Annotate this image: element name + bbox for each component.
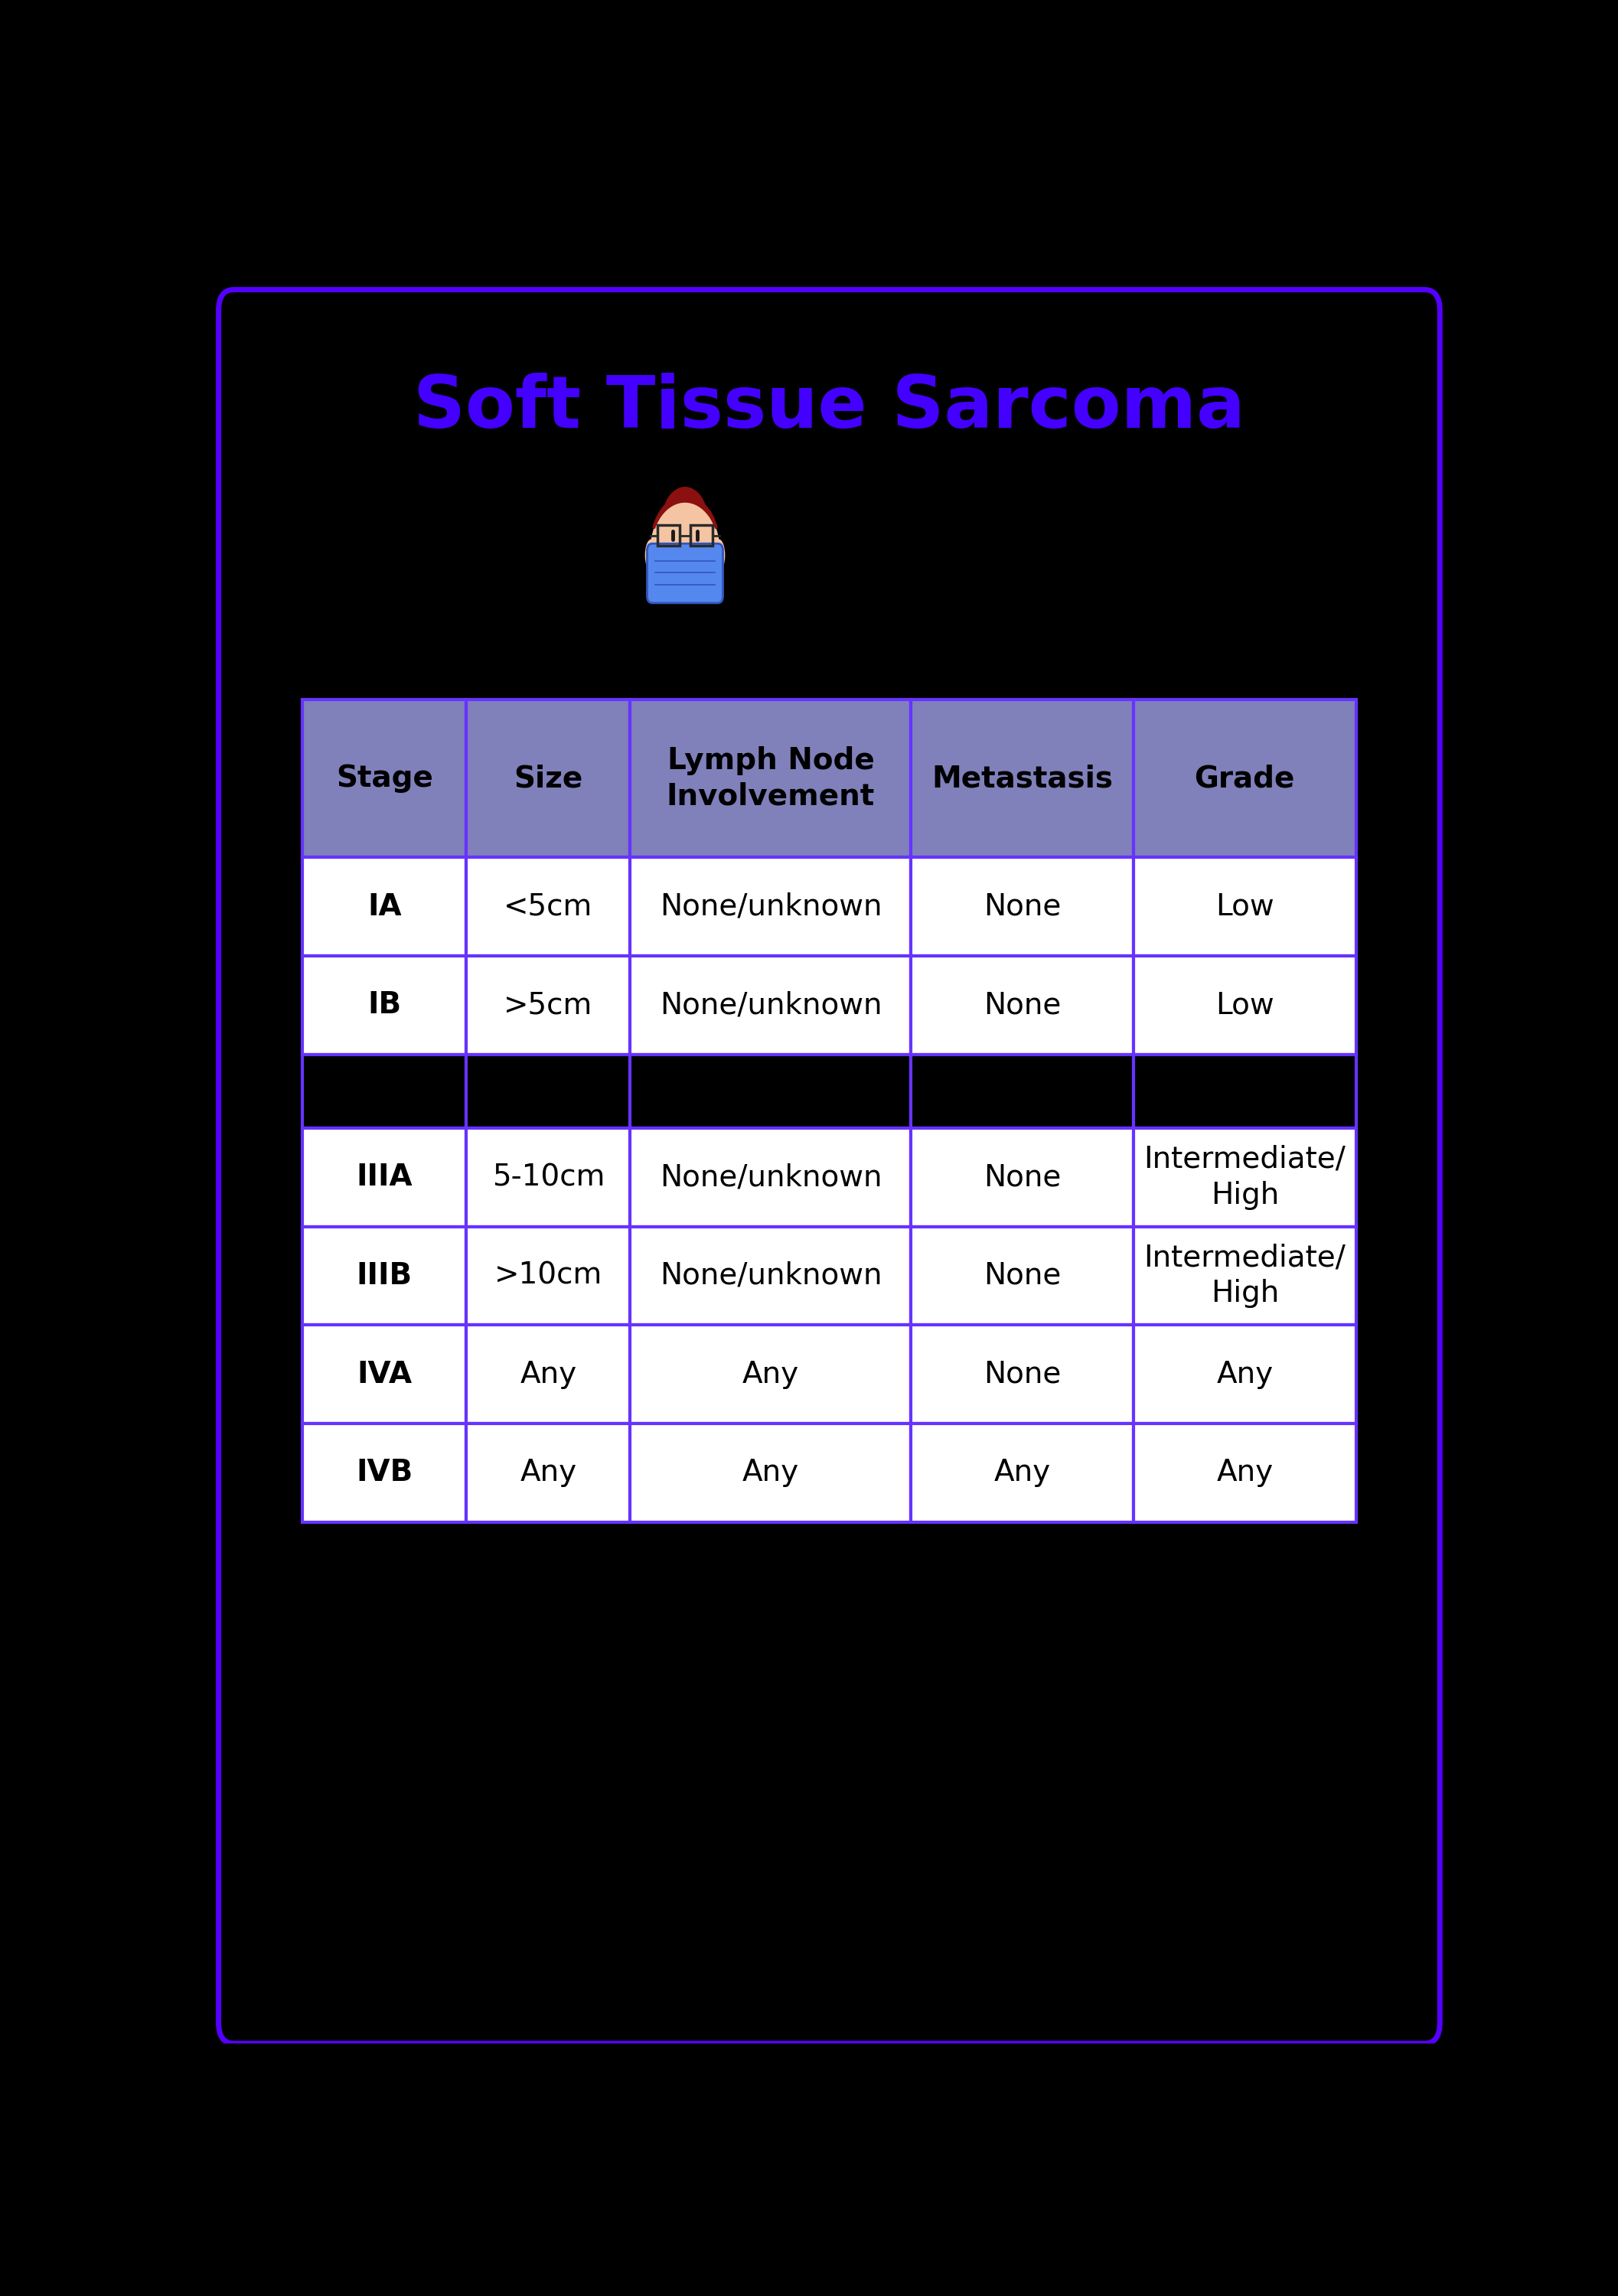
Bar [631, 1054, 911, 1127]
Text: Grade: Grade [1194, 765, 1294, 792]
Text: None/unknown: None/unknown [660, 893, 882, 921]
Bar [911, 1127, 1134, 1226]
Text: IIIB: IIIB [356, 1261, 413, 1290]
Bar [303, 1127, 466, 1226]
Bar [631, 856, 911, 955]
Text: Stage: Stage [337, 765, 434, 792]
Text: >5cm: >5cm [503, 990, 592, 1019]
Bar [466, 955, 631, 1054]
Bar [911, 1054, 1134, 1127]
Text: IVB: IVB [356, 1458, 413, 1488]
Text: <5cm: <5cm [503, 893, 592, 921]
Bar [631, 955, 911, 1054]
Text: Any: Any [993, 1458, 1050, 1488]
Bar [303, 1054, 466, 1127]
Text: IB: IB [367, 990, 401, 1019]
Bar [466, 1054, 631, 1127]
Text: Intermediate/
High: Intermediate/ High [1144, 1146, 1346, 1210]
Text: Size: Size [515, 765, 582, 792]
Bar [631, 1127, 911, 1226]
Text: 5-10cm: 5-10cm [492, 1162, 605, 1192]
Bar [911, 1226, 1134, 1325]
Bar [466, 700, 631, 856]
Bar [1134, 1325, 1356, 1424]
FancyBboxPatch shape [218, 289, 1440, 2043]
Bar [466, 1226, 631, 1325]
Bar [303, 856, 466, 955]
Text: None/unknown: None/unknown [660, 1261, 882, 1290]
Text: Metastasis: Metastasis [932, 765, 1113, 792]
Text: Any: Any [519, 1458, 576, 1488]
Text: Intermediate/
High: Intermediate/ High [1144, 1242, 1346, 1309]
Text: None: None [984, 990, 1061, 1019]
Bar [631, 700, 911, 856]
Circle shape [652, 503, 718, 597]
Text: None: None [984, 1359, 1061, 1389]
Bar [1134, 856, 1356, 955]
Text: None/unknown: None/unknown [660, 1162, 882, 1192]
Bar [1134, 1127, 1356, 1226]
Circle shape [663, 487, 707, 549]
Bar [1134, 1424, 1356, 1522]
Text: Any: Any [743, 1458, 799, 1488]
Bar [911, 955, 1134, 1054]
Bar [631, 1325, 911, 1424]
Bar [911, 1325, 1134, 1424]
Text: >10cm: >10cm [493, 1261, 602, 1290]
Text: Any: Any [1217, 1458, 1273, 1488]
Text: None: None [984, 1261, 1061, 1290]
Bar [466, 856, 631, 955]
Text: Any: Any [1217, 1359, 1273, 1389]
Text: Any: Any [519, 1359, 576, 1389]
Bar [911, 1424, 1134, 1522]
Bar [911, 700, 1134, 856]
Bar [303, 1226, 466, 1325]
Text: Soft Tissue Sarcoma: Soft Tissue Sarcoma [413, 372, 1246, 443]
Bar [466, 1424, 631, 1522]
Text: None: None [984, 1162, 1061, 1192]
Text: None/unknown: None/unknown [660, 990, 882, 1019]
Bar [303, 1424, 466, 1522]
Bar [303, 1325, 466, 1424]
Text: IVA: IVA [358, 1359, 413, 1389]
Bar [466, 1127, 631, 1226]
Text: Low: Low [1215, 990, 1273, 1019]
FancyBboxPatch shape [647, 544, 723, 604]
Text: IIIA: IIIA [356, 1162, 413, 1192]
Text: None: None [984, 893, 1061, 921]
Bar [303, 700, 466, 856]
Wedge shape [654, 496, 717, 544]
Bar [1134, 1054, 1356, 1127]
Bar [691, 526, 712, 546]
Bar [631, 1424, 911, 1522]
Bar [303, 955, 466, 1054]
Bar [911, 856, 1134, 955]
Text: Any: Any [743, 1359, 799, 1389]
Text: Lymph Node
Involvement: Lymph Node Involvement [667, 746, 875, 810]
Bar [631, 1226, 911, 1325]
Bar [1134, 955, 1356, 1054]
Bar [466, 1325, 631, 1424]
Bar [1134, 1226, 1356, 1325]
Text: Low: Low [1215, 893, 1273, 921]
Circle shape [650, 501, 718, 597]
Bar [659, 526, 680, 546]
Text: IA: IA [367, 893, 401, 921]
Bar [1134, 700, 1356, 856]
